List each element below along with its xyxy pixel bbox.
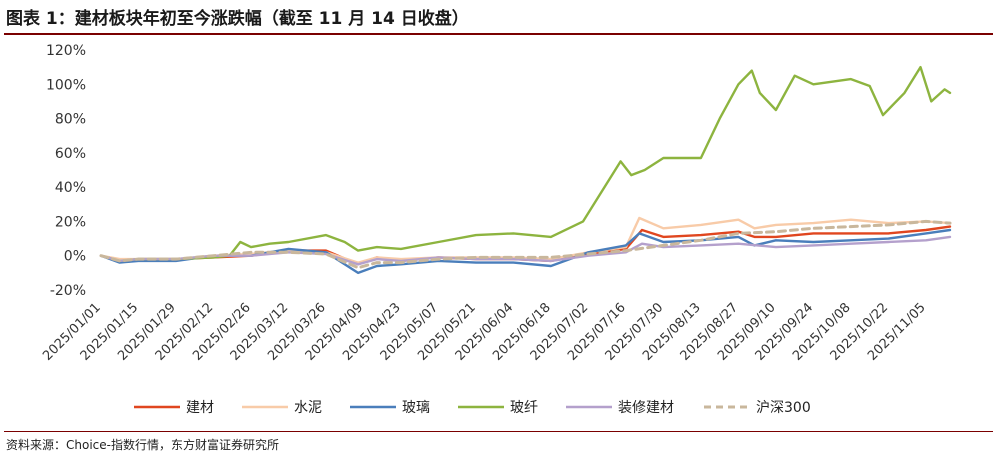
y-tick-label: 40% bbox=[55, 180, 86, 196]
y-tick-label: -20% bbox=[50, 283, 86, 299]
series-line bbox=[99, 219, 952, 270]
x-axis: 2025/01/012025/01/152025/01/292025/02/12… bbox=[40, 300, 928, 364]
source-note: 资料来源：Choice-指数行情，东方财富证券研究所 bbox=[6, 438, 279, 452]
y-tick-label: 120% bbox=[46, 43, 86, 59]
legend-label: 沪深300 bbox=[756, 400, 811, 416]
legend-label: 建材 bbox=[186, 400, 214, 416]
plot-area bbox=[99, 65, 952, 275]
legend-label: 装修建材 bbox=[618, 400, 674, 416]
y-tick-label: 20% bbox=[55, 214, 86, 230]
line-chart: -20% 0% 20% 40% 60% 80% 100% 120% 2025/01/01202… bbox=[40, 43, 952, 416]
title-divider bbox=[4, 33, 993, 35]
legend-label: 水泥 bbox=[294, 400, 322, 416]
y-tick-label: 0% bbox=[64, 249, 86, 265]
y-tick-label: 100% bbox=[46, 77, 86, 93]
page-title: 图表 1：建材板块年初至今涨跌幅（截至 11 月 14 日收盘） bbox=[6, 9, 469, 29]
footer-divider bbox=[4, 431, 993, 432]
y-tick-label: 60% bbox=[55, 146, 86, 162]
legend-label: 玻璃 bbox=[402, 399, 430, 416]
legend: 建材 水泥 玻璃 玻纤 装修建材 沪深300 bbox=[134, 399, 811, 416]
legend-label: 玻纤 bbox=[510, 400, 538, 416]
series-line bbox=[99, 65, 952, 263]
y-tick-label: 80% bbox=[55, 112, 86, 128]
y-axis: -20% 0% 20% 40% 60% 80% 100% 120% bbox=[46, 43, 86, 299]
series-line bbox=[99, 228, 952, 275]
